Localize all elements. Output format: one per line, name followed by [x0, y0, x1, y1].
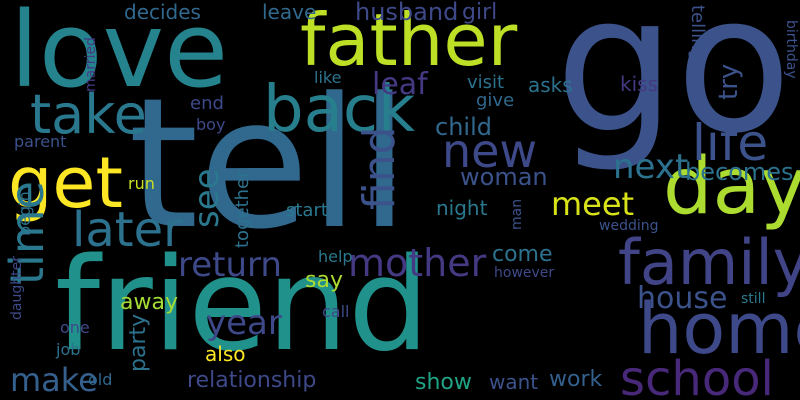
word-back: back	[263, 73, 416, 147]
word-one: one	[60, 318, 90, 337]
word-tell: tell	[128, 60, 410, 269]
word-run: run	[128, 174, 155, 193]
word-see: see	[187, 168, 227, 228]
word-decides: decides	[124, 0, 201, 24]
word-later: later	[72, 202, 183, 258]
word-married: married	[83, 37, 99, 92]
word-still: still	[741, 291, 766, 307]
word-get: get	[8, 142, 123, 224]
word-day: day	[663, 142, 800, 232]
word-take: take	[30, 83, 147, 146]
word-wedding: wedding	[599, 218, 659, 234]
word-new: new	[442, 124, 538, 178]
word-away: away	[120, 290, 178, 315]
word-woman: woman	[460, 163, 548, 191]
word-telling: telling	[687, 5, 708, 61]
word-find: find	[354, 126, 405, 210]
word-leave: leave	[262, 0, 317, 24]
word-love: love	[10, 0, 229, 111]
word-school: school	[620, 351, 774, 400]
word-help: help	[318, 247, 353, 266]
word-child: child	[435, 113, 492, 141]
word-give: give	[476, 90, 515, 111]
word-asks: asks	[528, 73, 573, 97]
word-family: family	[618, 226, 800, 299]
word-life: life	[692, 114, 769, 172]
word-home: home	[638, 288, 800, 370]
word-like: like	[314, 68, 342, 87]
word-parent: parent	[14, 132, 67, 151]
word-daughter: daughter	[9, 256, 25, 320]
word-party: party	[126, 313, 151, 372]
word-end: end	[190, 93, 224, 114]
word-year: year	[206, 303, 282, 343]
word-however: however	[494, 265, 555, 281]
word-also: also	[205, 342, 246, 366]
word-call: call	[322, 302, 350, 321]
word-husband: husband	[355, 0, 459, 26]
word-next: next	[613, 147, 689, 187]
word-man: man	[509, 198, 525, 230]
word-meet: meet	[551, 185, 635, 223]
word-go: go	[555, 0, 792, 175]
word-come: come	[492, 242, 553, 267]
word-say: say	[305, 268, 343, 293]
word-show: show	[415, 370, 472, 395]
word-kiss: kiss	[620, 72, 658, 96]
word-girl: girl	[462, 0, 498, 25]
word-house: house	[637, 281, 728, 316]
word-mother: mother	[348, 241, 487, 285]
word-want: want	[489, 370, 539, 394]
word-friend: friend	[55, 231, 430, 380]
word-becomes: becomes	[685, 158, 794, 186]
word-night: night	[436, 196, 488, 220]
word-return: return	[178, 245, 282, 285]
word-together: together	[232, 170, 253, 248]
word-leaf: leaf	[372, 67, 428, 102]
word-job: job	[56, 340, 81, 359]
word-boy: boy	[196, 115, 226, 134]
word-work: work	[549, 367, 603, 392]
word-relationship: relationship	[187, 368, 317, 393]
word-make: make	[10, 361, 98, 399]
word-birthday: birthday	[783, 20, 799, 79]
word-visit: visit	[467, 72, 505, 93]
word-start: start	[286, 200, 328, 221]
word-try: try	[714, 63, 744, 100]
word-old: old	[88, 370, 113, 389]
word-father: father	[300, 0, 518, 82]
word-begin: begin	[15, 191, 34, 236]
